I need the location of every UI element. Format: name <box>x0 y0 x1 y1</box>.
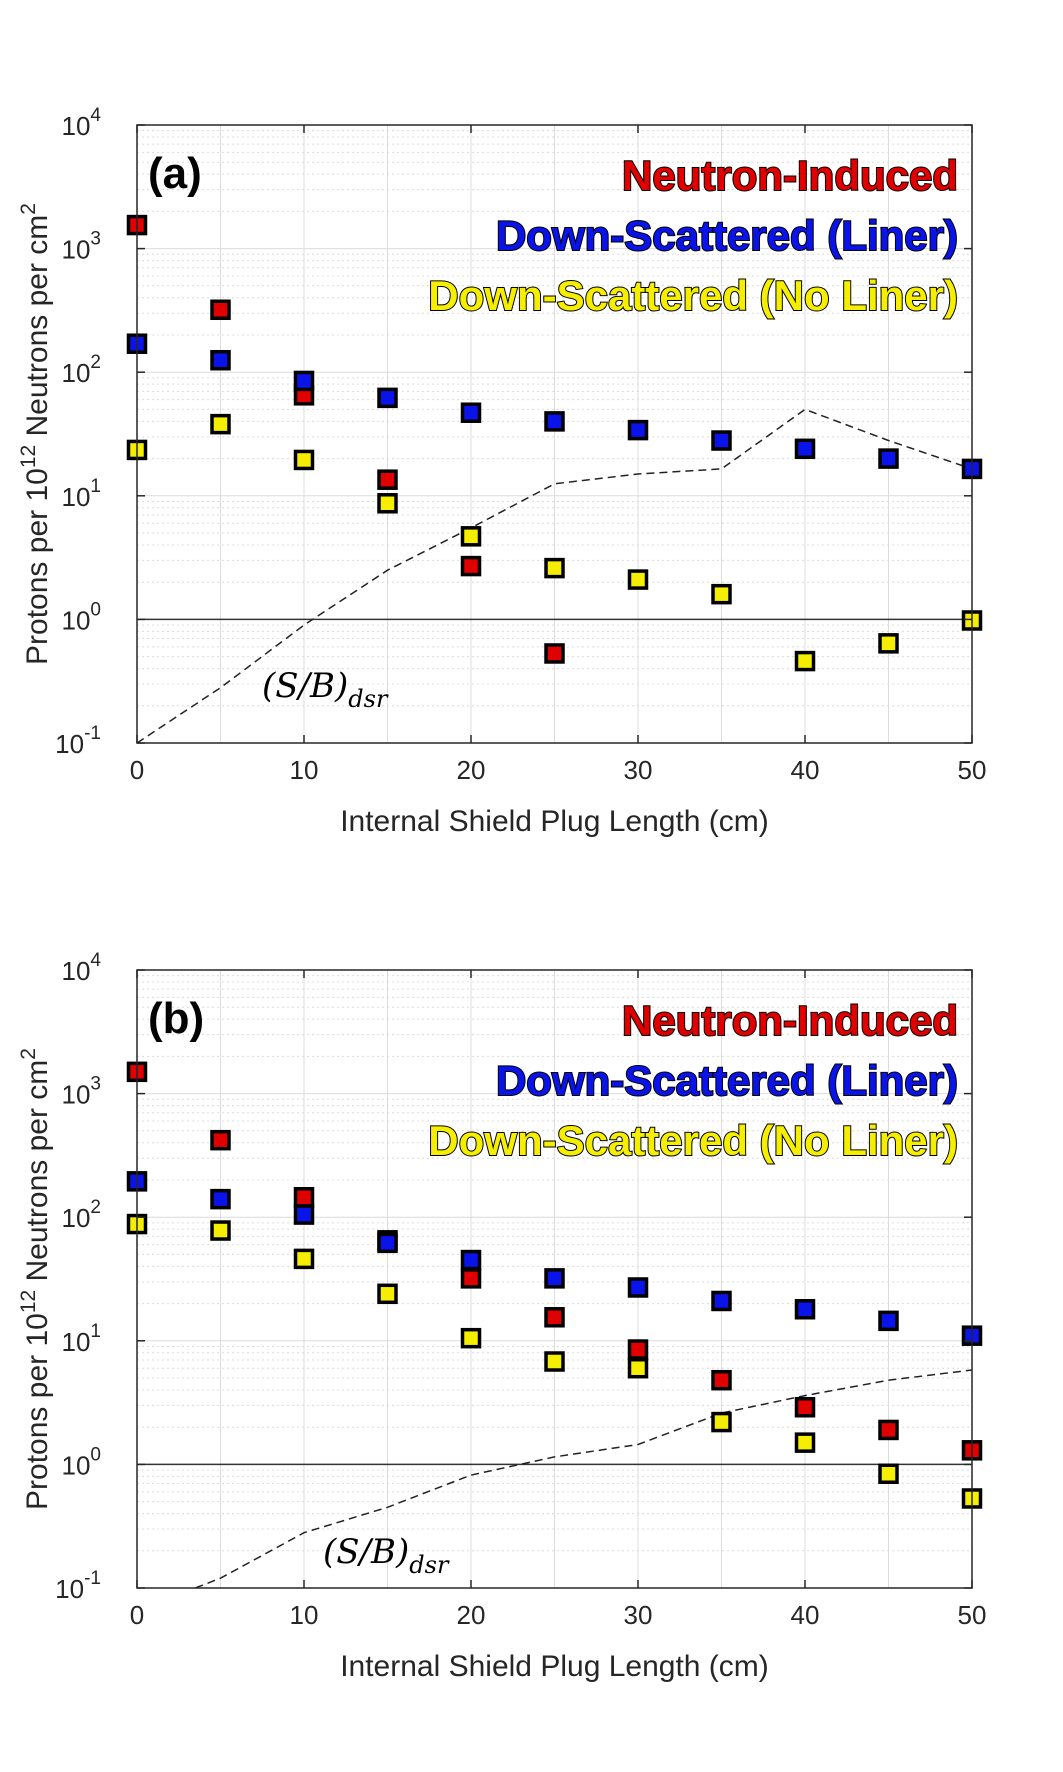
x-tick-label: 20 <box>457 1600 486 1630</box>
y-tick-label: 100 <box>62 1444 102 1480</box>
series-neutron-induced <box>126 214 565 664</box>
point-neutron-induced <box>878 1419 899 1441</box>
point-down-scattered-liner <box>794 438 816 460</box>
point-neutron-induced <box>210 1129 231 1151</box>
point-down-scattered-no-liner <box>293 1248 315 1270</box>
point-down-scattered-liner <box>460 1249 482 1271</box>
point-down-scattered-liner <box>544 411 565 432</box>
axes-box <box>136 124 973 744</box>
point-down-scattered-liner <box>293 370 315 392</box>
point-down-scattered-no-liner <box>878 1463 899 1485</box>
point-neutron-induced <box>460 555 482 577</box>
panel-label: (a) <box>148 149 202 198</box>
point-down-scattered-liner <box>794 1298 816 1320</box>
point-neutron-induced <box>377 469 398 490</box>
point-down-scattered-no-liner <box>210 1220 231 1241</box>
point-down-scattered-liner <box>377 1232 398 1254</box>
point-down-scattered-liner <box>711 430 732 451</box>
x-tick-label: 50 <box>958 1600 987 1630</box>
point-down-scattered-liner <box>377 387 398 409</box>
y-tick-label: 100 <box>62 599 102 635</box>
y-tick-label: 104 <box>62 105 102 141</box>
dsr-label: (S/B)dsr <box>323 1532 450 1579</box>
legend-down-scattered-liner: Down-Scattered (Liner) <box>496 212 958 259</box>
x-axis-label: Internal Shield Plug Length (cm) <box>340 805 769 838</box>
point-down-scattered-no-liner <box>794 650 816 672</box>
y-tick-label: 102 <box>62 352 102 388</box>
point-down-scattered-no-liner <box>878 633 899 654</box>
point-down-scattered-liner <box>544 1268 565 1289</box>
point-down-scattered-liner <box>878 1310 899 1332</box>
point-down-scattered-no-liner <box>377 1283 398 1305</box>
x-tick-label: 50 <box>958 755 987 785</box>
point-neutron-induced <box>210 299 231 321</box>
point-neutron-induced <box>544 1307 565 1328</box>
legend-down-scattered-no-liner: Down-Scattered (No Liner) <box>428 272 958 319</box>
point-down-scattered-no-liner <box>460 1327 482 1349</box>
point-down-scattered-no-liner <box>711 583 732 605</box>
y-axis-label: Protons per 1012 Neutrons per cm2 <box>17 203 54 665</box>
point-neutron-induced <box>794 1396 816 1418</box>
x-tick-label: 30 <box>624 755 653 785</box>
point-down-scattered-liner <box>210 1188 231 1210</box>
legend-down-scattered-no-liner: Down-Scattered (No Liner) <box>428 1117 958 1164</box>
point-down-scattered-no-liner <box>544 557 565 579</box>
point-down-scattered-liner <box>293 1204 315 1225</box>
y-tick-label: 101 <box>62 476 102 512</box>
y-tick-label: 102 <box>62 1197 102 1233</box>
x-tick-label: 0 <box>130 755 144 785</box>
x-tick-label: 30 <box>624 1600 653 1630</box>
y-tick-label: 10-1 <box>55 1568 101 1604</box>
point-down-scattered-liner <box>627 419 649 441</box>
panel-label: (b) <box>148 994 204 1043</box>
y-tick-label: 103 <box>62 1074 102 1110</box>
point-down-scattered-no-liner <box>293 449 315 471</box>
series-neutron-induced <box>126 1061 983 1461</box>
legend-neutron-induced: Neutron-Induced <box>622 997 958 1044</box>
point-neutron-induced <box>627 1339 649 1360</box>
chart-panel-a: 0 10 20 30 40 50 10-1 100 101 102 103 104 Internal S… <box>17 105 986 838</box>
point-down-scattered-no-liner <box>711 1411 732 1433</box>
grid <box>136 970 973 1589</box>
dsr-label: (S/B)dsr <box>262 666 389 713</box>
y-tick-label: 104 <box>62 950 102 986</box>
point-down-scattered-liner <box>711 1290 732 1312</box>
axes-box <box>136 969 973 1589</box>
point-down-scattered-no-liner <box>627 1357 649 1379</box>
point-neutron-induced <box>544 643 565 664</box>
y-tick-label: 10-1 <box>55 723 101 759</box>
x-tick-label: 0 <box>130 1600 144 1630</box>
point-down-scattered-no-liner <box>377 493 398 514</box>
point-neutron-induced <box>460 1268 482 1289</box>
x-tick-label: 10 <box>290 1600 319 1630</box>
dsr-curve <box>137 408 972 743</box>
point-neutron-induced <box>711 1369 732 1391</box>
point-down-scattered-no-liner <box>460 526 482 547</box>
point-down-scattered-liner <box>627 1277 649 1298</box>
x-tick-label: 10 <box>290 755 319 785</box>
y-tick-label: 103 <box>62 229 102 265</box>
x-tick-label: 20 <box>457 755 486 785</box>
dsr-curve <box>195 1369 972 1588</box>
point-down-scattered-no-liner <box>544 1351 565 1372</box>
point-down-scattered-liner <box>460 402 482 423</box>
legend-down-scattered-liner: Down-Scattered (Liner) <box>496 1057 958 1104</box>
chart-panel-b: 0 10 20 30 40 50 10-1 100 101 102 103 104 Internal S… <box>17 950 986 1683</box>
x-tick-label: 40 <box>791 1600 820 1630</box>
y-tick-label: 101 <box>62 1321 102 1357</box>
point-down-scattered-no-liner <box>627 569 649 590</box>
point-down-scattered-liner <box>210 349 231 371</box>
point-down-scattered-no-liner <box>210 413 231 435</box>
point-down-scattered-no-liner <box>794 1432 816 1453</box>
point-down-scattered-liner <box>878 448 899 469</box>
legend-neutron-induced: Neutron-Induced <box>622 152 958 199</box>
x-axis-label: Internal Shield Plug Length (cm) <box>340 1650 769 1683</box>
x-tick-label: 40 <box>791 755 820 785</box>
y-axis-label: Protons per 1012 Neutrons per cm2 <box>17 1048 54 1510</box>
point-neutron-induced <box>293 1187 315 1208</box>
